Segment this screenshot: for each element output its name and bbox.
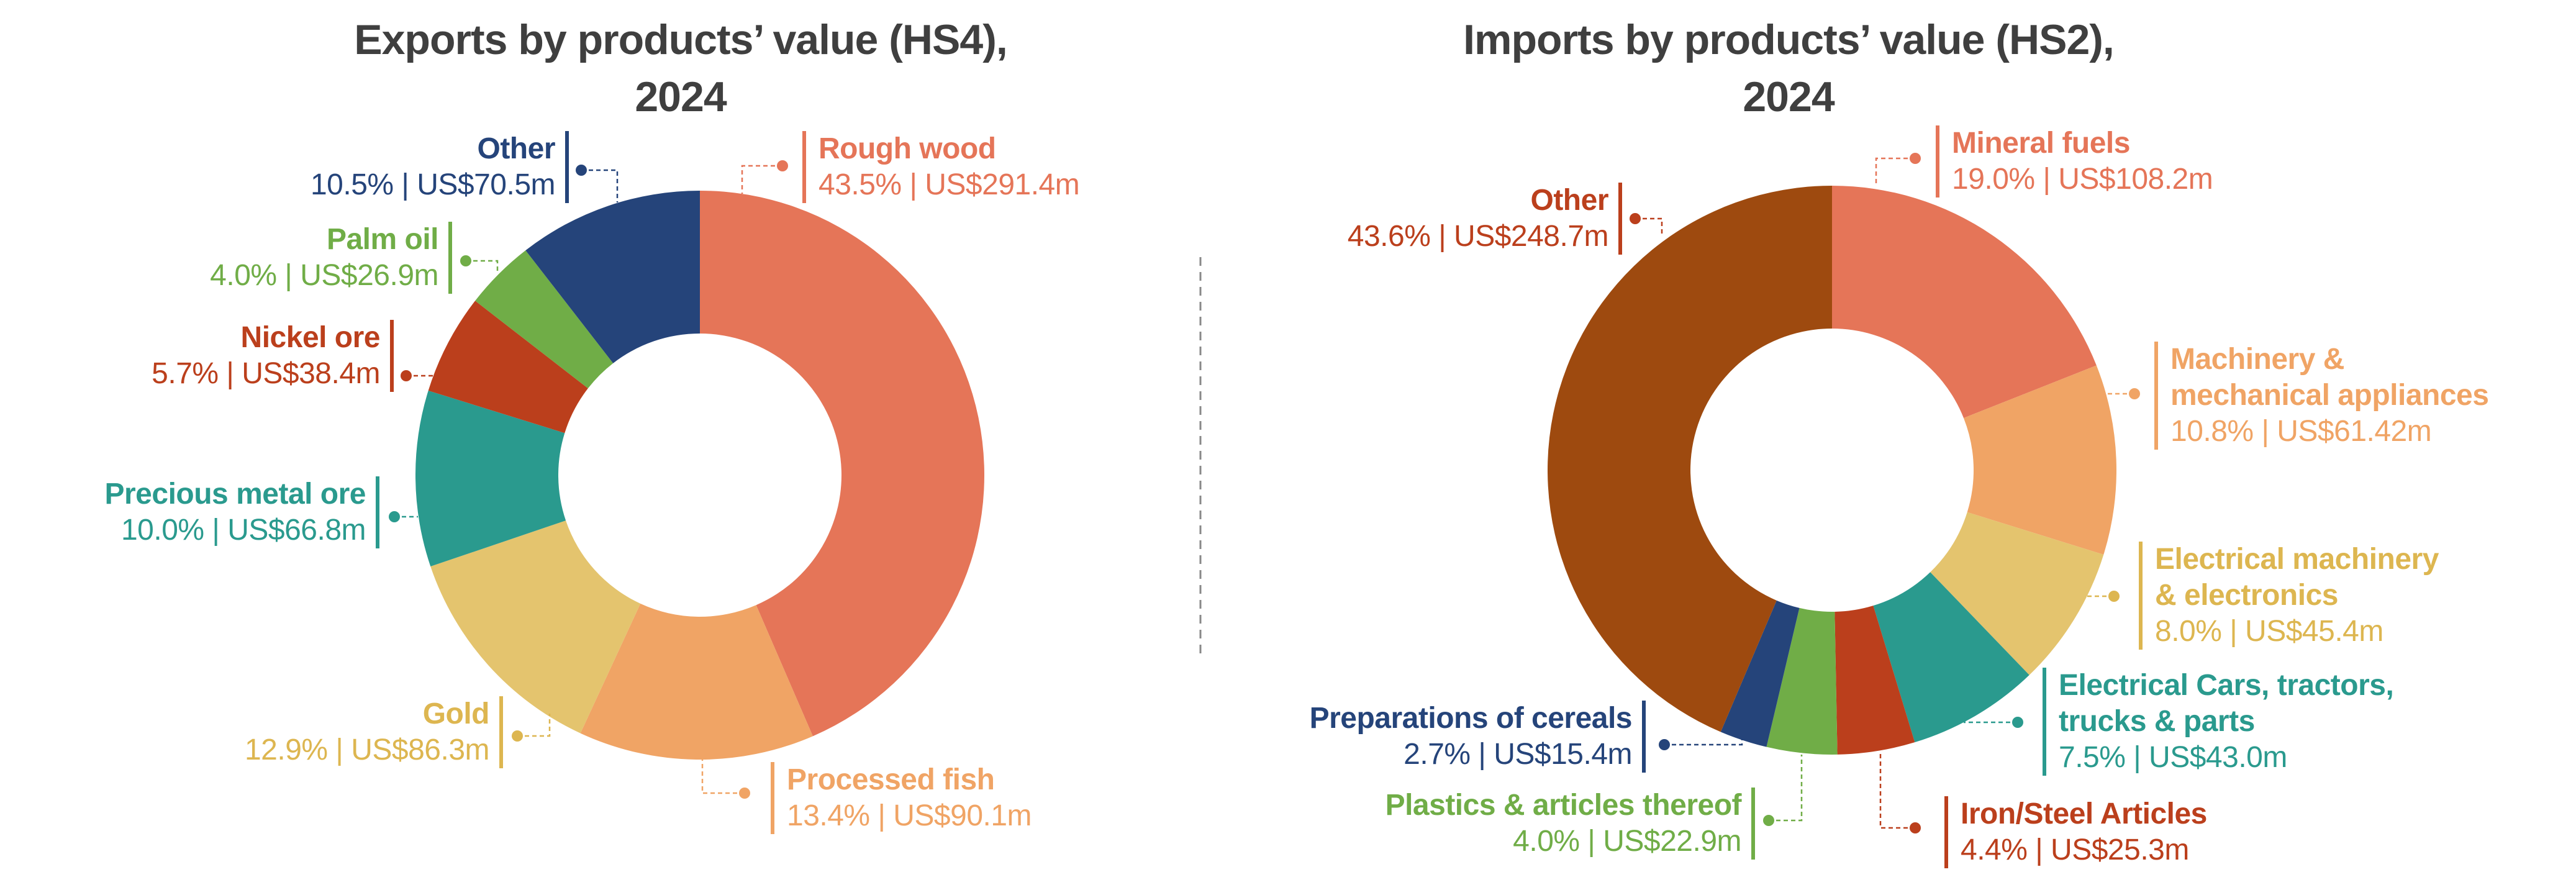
exports-title-line-2: 2024 <box>635 73 727 120</box>
label-name-line-2: trucks & parts <box>2059 705 2255 738</box>
slice-other <box>525 191 700 363</box>
label-name: Palm oil <box>326 223 439 256</box>
label-value: 10.0% | US$66.8m <box>120 514 366 547</box>
leader-dot <box>2108 591 2120 602</box>
leader-dot <box>512 730 523 742</box>
label-name-line-1: Electrical Cars, tractors, <box>2059 669 2394 702</box>
label-exports-other: Other 10.5% | US$70.5m <box>311 131 569 203</box>
label-name: Plastics & articles thereof <box>1385 789 1742 822</box>
label-name: Rough wood <box>819 132 996 165</box>
label-plastics: Plastics & articles thereof 4.0% | US$22… <box>1386 788 1755 860</box>
exports-title-line-1: Exports by products’ value (HS4), <box>354 16 1007 63</box>
leader-dot <box>576 165 587 176</box>
leader-dot <box>1659 739 1670 750</box>
slice-rough-wood <box>700 191 984 737</box>
label-name: Other <box>477 132 555 165</box>
leader-dot <box>460 255 471 266</box>
leader-line <box>701 759 745 794</box>
label-electrical-machinery: Electrical machinery & electronics 8.0% … <box>2139 542 2439 650</box>
leader-dot <box>1910 153 1921 164</box>
exports-chart-title: Exports by products’ value (HS4), 2024 <box>246 11 1115 125</box>
slice-electrical-cars-tractors-trucks-parts <box>1873 572 2030 743</box>
label-value: 4.0% | US$26.9m <box>210 259 438 292</box>
leader-dot <box>401 370 412 381</box>
leader-line <box>1769 755 1803 822</box>
label-mineral-fuels: Mineral fuels 19.0% | US$108.2m <box>1936 125 2213 198</box>
label-value: 4.4% | US$25.3m <box>1961 833 2189 866</box>
label-value: 12.9% | US$86.3m <box>244 733 490 766</box>
label-name-line-1: Electrical machinery <box>2155 543 2439 576</box>
slice-processed-fish <box>580 603 813 760</box>
label-value: 10.8% | US$61.42m <box>2170 415 2432 448</box>
label-electrical-cars: Electrical Cars, tractors, trucks & part… <box>2043 668 2394 776</box>
label-value: 13.4% | US$90.1m <box>787 799 1032 832</box>
slice-plastics-articles-thereof <box>1766 607 1838 755</box>
label-palm-oil: Palm oil 4.0% | US$26.9m <box>210 222 452 294</box>
label-value: 7.5% | US$43.0m <box>2059 741 2287 774</box>
imports-donut <box>1547 186 2116 755</box>
label-value: 43.6% | US$248.7m <box>1347 220 1609 253</box>
label-name: Nickel ore <box>240 321 381 354</box>
label-name: Iron/Steel Articles <box>1961 797 2207 830</box>
exports-donut <box>415 191 984 760</box>
label-gold: Gold 12.9% | US$86.3m <box>245 696 503 768</box>
leader-dot <box>2129 388 2140 399</box>
label-machinery: Machinery & mechanical appliances 10.8% … <box>2154 342 2489 450</box>
slice-electrical-machinery-electronics <box>1930 512 2104 675</box>
leader-dot <box>1763 815 1774 826</box>
label-name: Gold <box>422 697 490 730</box>
slice-mineral-fuels <box>1832 186 2097 419</box>
leader-line <box>517 714 551 737</box>
label-value: 8.0% | US$45.4m <box>2155 615 2383 648</box>
slice-palm-oil <box>475 250 614 389</box>
label-name: Precious metal ore <box>104 478 366 511</box>
label-value: 43.5% | US$291.4m <box>819 168 1080 201</box>
label-name: Other <box>1530 184 1608 217</box>
label-imports-other: Other 43.6% | US$248.7m <box>1348 183 1622 255</box>
leader-line <box>581 169 619 202</box>
leader-dot <box>389 511 400 522</box>
slice-iron-steel-articles <box>1834 606 1915 755</box>
leader-line <box>1879 753 1915 829</box>
leader-line <box>1635 217 1663 234</box>
label-value: 4.0% | US$22.9m <box>1513 825 1741 858</box>
leader-dot <box>1630 213 1641 224</box>
leader-line <box>1875 157 1915 186</box>
slice-gold <box>430 520 641 733</box>
label-value: 10.5% | US$70.5m <box>310 168 556 201</box>
leader-line <box>1664 739 1743 746</box>
imports-title-line-1: Imports by products’ value (HS2), <box>1463 16 2115 63</box>
leader-line <box>466 260 499 274</box>
label-value: 2.7% | US$15.4m <box>1404 738 1632 771</box>
label-name: Processed fish <box>787 763 995 796</box>
label-value: 19.0% | US$108.2m <box>1952 163 2213 196</box>
imports-chart-title: Imports by products’ value (HS2), 2024 <box>1354 11 2223 125</box>
leader-dot <box>739 788 750 799</box>
label-preparations-of-cereals: Preparations of cereals 2.7% | US$15.4m <box>1310 701 1646 773</box>
slice-precious-metal-ore <box>415 390 566 566</box>
leader-dot <box>1910 822 1921 833</box>
label-name: Mineral fuels <box>1952 127 2130 160</box>
leader-dot <box>2012 717 2023 728</box>
slice-preparations-of-cereals <box>1720 600 1800 747</box>
label-processed-fish: Processed fish 13.4% | US$90.1m <box>771 762 1032 834</box>
label-name-line-1: Machinery & <box>2170 343 2344 376</box>
slice-machinery-mechanical-appliances <box>1963 365 2116 555</box>
label-name-line-2: & electronics <box>2155 579 2338 612</box>
label-value: 5.7% | US$38.4m <box>152 357 380 390</box>
leader-dot <box>777 160 788 171</box>
leader-lines <box>389 153 2140 833</box>
leader-line <box>741 165 782 194</box>
label-iron-steel: Iron/Steel Articles 4.4% | US$25.3m <box>1944 796 2207 868</box>
label-nickel-ore: Nickel ore 5.7% | US$38.4m <box>152 320 394 392</box>
label-name: Preparations of cereals <box>1309 702 1633 735</box>
slice-nickel-ore <box>428 301 588 434</box>
label-precious-metal-ore: Precious metal ore 10.0% | US$66.8m <box>104 476 379 548</box>
imports-title-line-2: 2024 <box>1743 73 1834 120</box>
label-name-line-2: mechanical appliances <box>2170 379 2489 412</box>
label-rough-wood: Rough wood 43.5% | US$291.4m <box>802 131 1080 203</box>
slice-other <box>1547 186 1832 732</box>
